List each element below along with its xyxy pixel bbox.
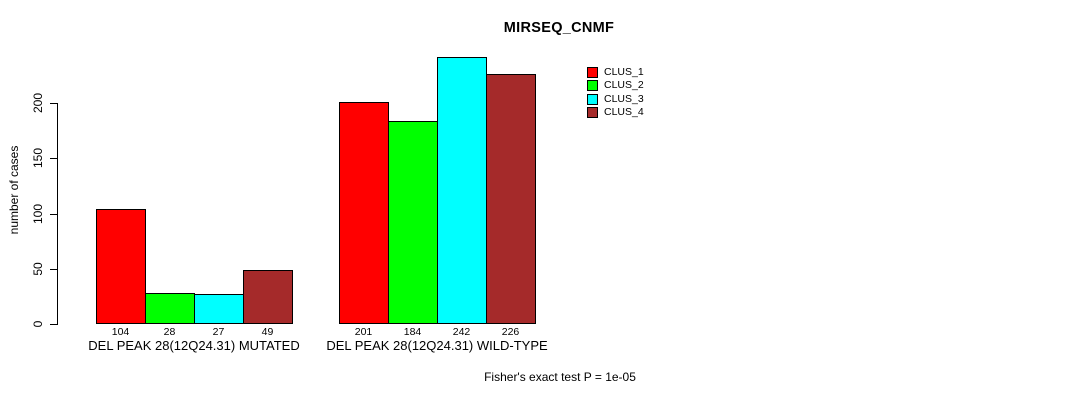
legend-label: CLUS_1 [604, 66, 644, 78]
bar-clus_3-group1 [194, 294, 244, 324]
y-tick-label: 200 [31, 92, 45, 114]
bar-clus_2-group1 [145, 293, 195, 324]
y-tick [50, 213, 57, 215]
y-tick-label: 100 [31, 203, 45, 224]
y-tick-label: 50 [31, 262, 45, 276]
bar-clus_3-group2 [437, 57, 487, 324]
legend-swatch-clus_3 [587, 93, 598, 105]
y-tick [50, 103, 57, 104]
bar-value-label: 242 [452, 326, 471, 338]
legend-label: CLUS_3 [604, 92, 644, 105]
y-tick [50, 268, 57, 270]
y-axis-label: number of cases [7, 145, 21, 235]
y-axis-line [57, 103, 58, 325]
y-tick-label: 150 [31, 148, 45, 169]
x-category-label: DEL PEAK 28(12Q24.31) MUTATED [88, 338, 300, 353]
y-tick [50, 158, 57, 160]
chart-title: MIRSEQ_CNMF [503, 20, 615, 36]
bar-clus_1-group2 [339, 102, 389, 324]
bar-clus_4-group1 [243, 270, 293, 324]
bar-value-label: 184 [403, 326, 422, 338]
bar-clus_1-group1 [96, 209, 146, 324]
bar-value-label: 27 [212, 326, 225, 338]
legend-label: CLUS_2 [604, 79, 644, 92]
y-tick-label: 0 [31, 320, 45, 328]
y-tick [50, 324, 57, 325]
bar-value-label: 104 [111, 326, 130, 338]
legend-swatch-clus_4 [587, 106, 598, 118]
bar-value-label: 28 [163, 326, 176, 338]
bar-clus_2-group2 [388, 121, 438, 324]
legend-label: CLUS_4 [604, 105, 644, 118]
bar-value-label: 226 [501, 326, 520, 338]
legend-swatch-clus_1 [587, 67, 598, 78]
legend-swatch-clus_2 [587, 80, 598, 92]
bar-value-label: 49 [261, 326, 274, 338]
bar-value-label: 201 [354, 326, 373, 338]
x-category-label: DEL PEAK 28(12Q24.31) WILD-TYPE [326, 338, 548, 353]
bar-clus_4-group2 [486, 74, 536, 324]
stat-annotation: Fisher's exact test P = 1e-05 [484, 370, 636, 384]
